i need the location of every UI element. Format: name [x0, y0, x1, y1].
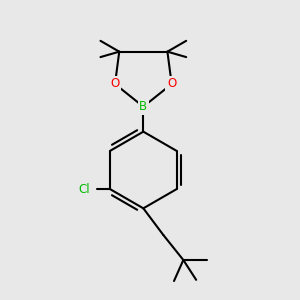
Text: B: B — [139, 100, 147, 113]
Text: O: O — [110, 77, 120, 91]
Text: Cl: Cl — [79, 183, 90, 196]
Text: O: O — [167, 77, 176, 91]
